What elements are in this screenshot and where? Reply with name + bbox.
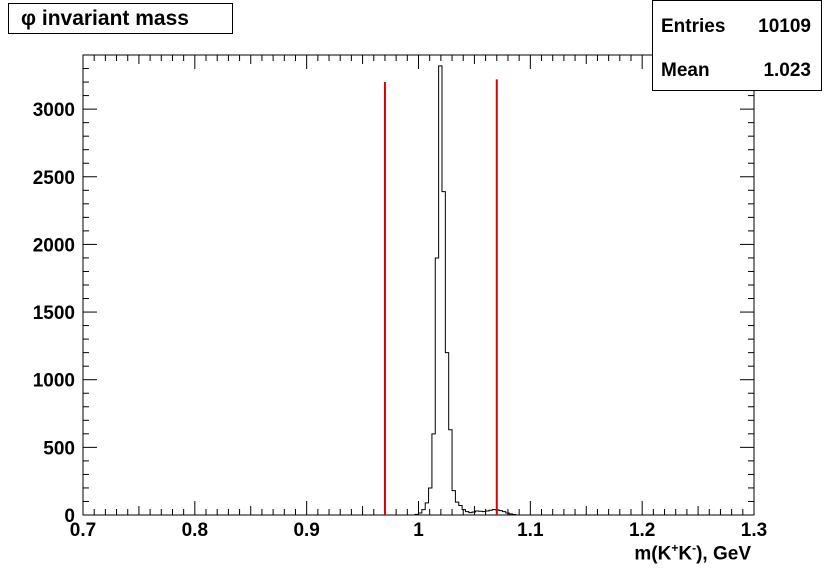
histogram-bin [482,512,485,515]
x-tick-label: 1.1 [517,520,544,541]
stats-entries-value: 10109 [758,16,811,37]
x-tick-label: 0.8 [182,520,208,541]
stats-mean-row: Mean 1.023 [661,60,811,84]
stats-entries-row: Entries 10109 [661,16,811,40]
histogram-bin [429,488,432,515]
y-tick-label: 1000 [33,371,75,392]
histogram-bin [486,511,489,515]
x-axis-label-part-3: ), GeV [696,543,751,565]
histogram-bin [465,512,468,515]
histogram-bin [502,512,505,515]
x-axis-label-part-1: m(K [634,543,672,565]
x-tick-label: 1.2 [629,520,655,541]
stats-mean-label: Mean [661,60,710,81]
x-axis-label-part-2: K [678,543,693,565]
x-tick-label: 1.3 [741,520,767,541]
y-tick-label: 2000 [33,235,75,256]
x-tick-label: 0.9 [293,520,319,541]
y-tick-label: 1500 [33,303,75,324]
x-axis-label: m(K+K-), GeV [634,541,751,565]
x-axis-label-sup-plus: + [671,541,679,555]
chart-title-box: φ invariant mass [8,3,233,34]
histogram-bin [492,510,495,515]
histogram-bin [499,511,502,515]
histogram-bin [432,434,435,515]
stats-mean-value: 1.023 [763,60,811,81]
histogram-bin [459,506,462,515]
histogram-bin [425,503,428,515]
histogram-bin [442,192,445,515]
stats-box: Entries 10109 Mean 1.023 [652,0,822,91]
x-tick-label: 0.7 [70,520,96,541]
y-tick-label: 2500 [33,168,75,189]
histogram-bin [455,502,458,515]
histogram-bin [422,510,425,515]
y-tick-label: 3000 [33,100,75,121]
histogram-bin [449,430,452,515]
y-tick-label: 500 [43,438,75,459]
histogram-bin [439,66,442,515]
x-tick-label: 1 [413,520,424,541]
x-axis-label-sup-minus: - [692,541,697,555]
histogram-bin [452,491,455,515]
histogram-bin [435,258,438,515]
y-tick-label: 0 [64,506,75,527]
stats-entries-label: Entries [661,16,726,37]
histogram-bin [462,510,465,515]
chart-title: φ invariant mass [21,7,189,30]
histogram-bin [445,353,448,515]
histogram-bin [479,511,482,515]
histogram-bin [476,511,479,515]
histogram-bin [489,510,492,515]
histogram-outline [414,65,517,515]
plot-frame [82,54,755,516]
